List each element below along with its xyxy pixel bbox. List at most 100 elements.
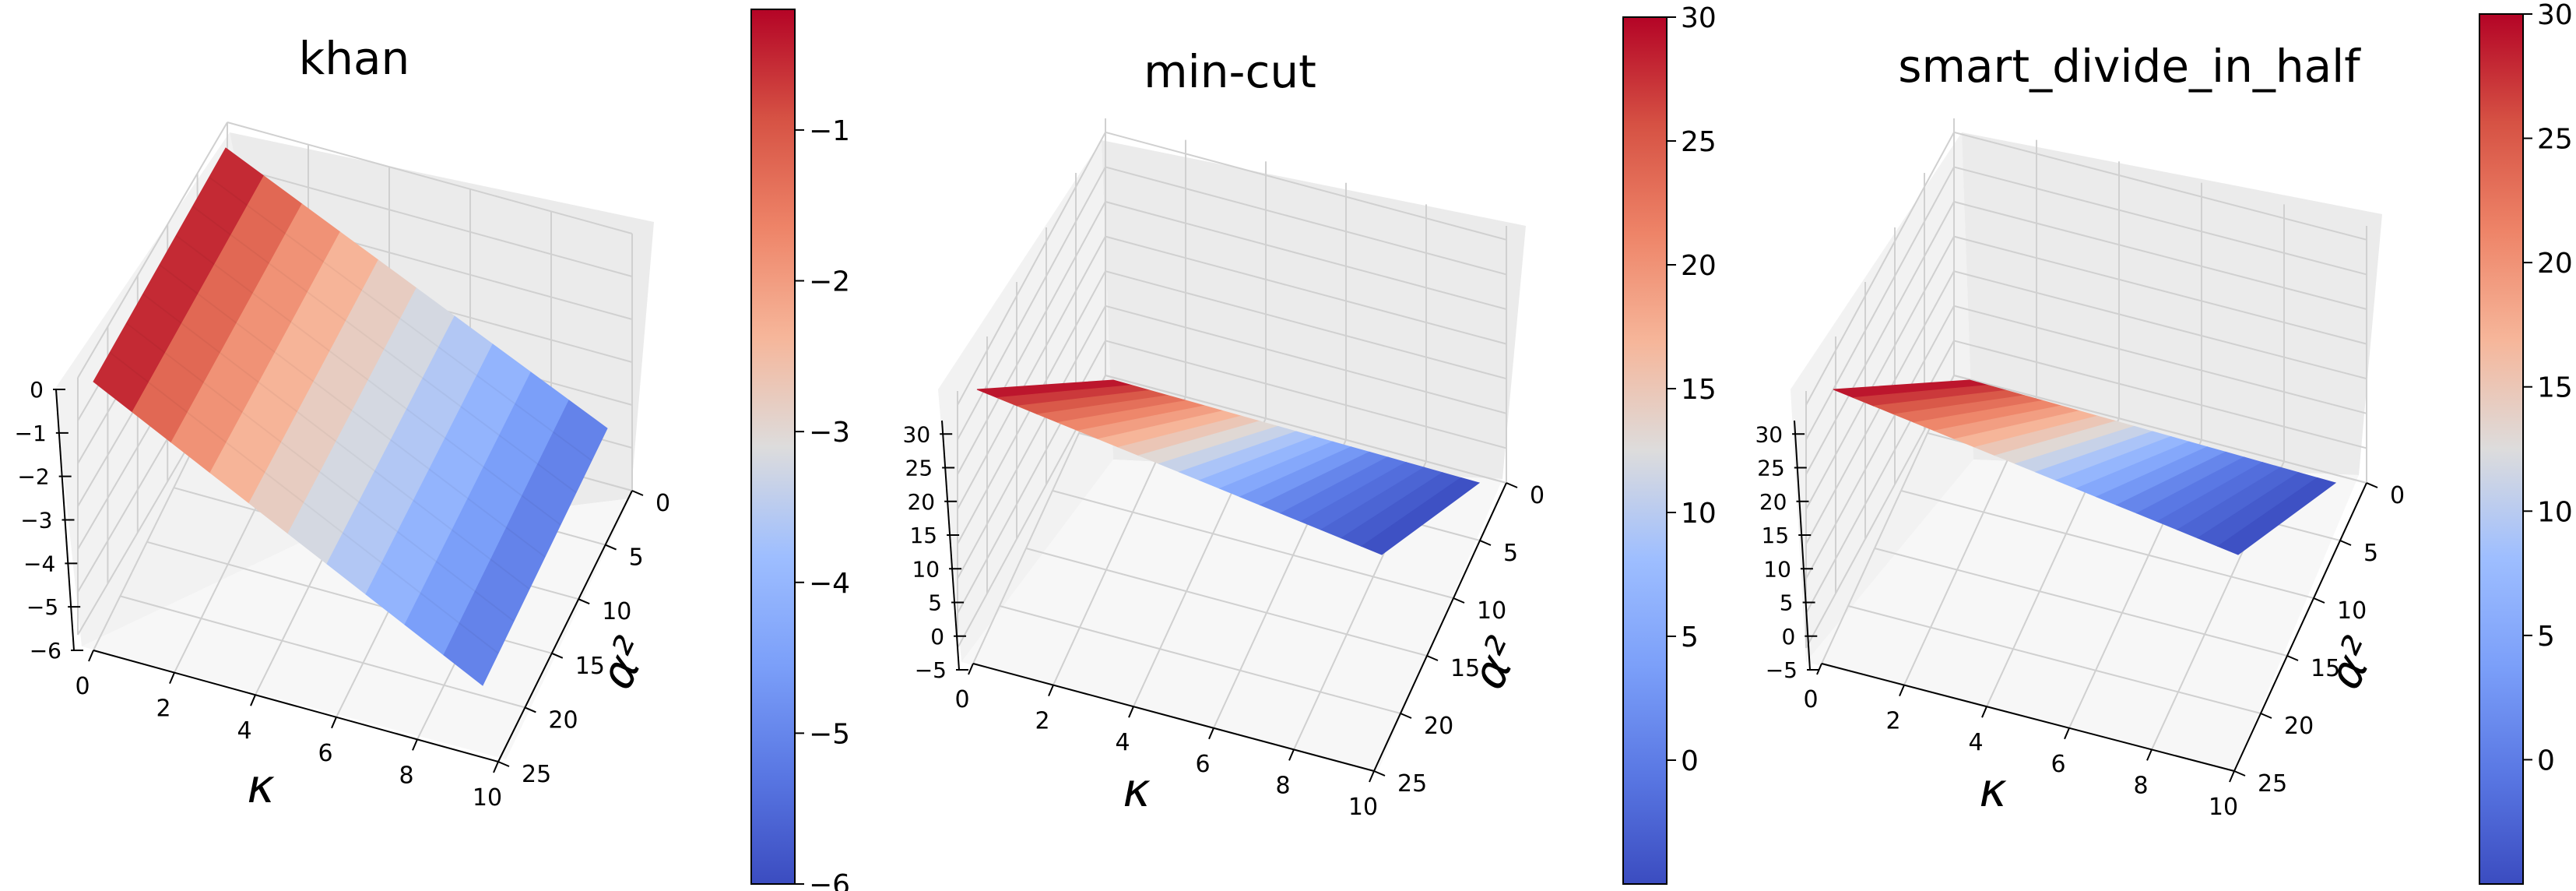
y-tick-mark <box>551 652 564 659</box>
x-tick-mark <box>1208 727 1214 740</box>
x-ticks: 0 2 4 6 8 10 <box>954 663 1378 821</box>
y-tick-mark <box>2286 655 2299 661</box>
y-tick-mark <box>1506 482 1518 488</box>
z-tick-label: −5 <box>915 657 947 683</box>
x-tick-label: 8 <box>2133 772 2148 799</box>
y-axis-line <box>497 490 633 762</box>
y-ticks: 0 5 10 15 20 25 <box>2233 482 2405 798</box>
colorbar-tick-label: 25 <box>1681 126 1717 158</box>
colorbar-tick-label: 0 <box>2537 745 2555 777</box>
y-tick-label: 20 <box>548 706 578 734</box>
y-tick-label: 15 <box>575 653 605 680</box>
z-tick-label: −5 <box>1766 657 1798 683</box>
z-axis-line <box>1794 420 1811 671</box>
x-tick-mark <box>2229 770 2235 783</box>
z-tick-label: 25 <box>1757 456 1785 481</box>
x-tick-label: 10 <box>2209 794 2238 821</box>
x-tick-mark <box>1369 770 1375 783</box>
colorbar-tick-label: −4 <box>809 568 850 600</box>
y-tick-label: 10 <box>2337 597 2367 625</box>
x-tick-label: 0 <box>954 686 969 713</box>
y-tick-label: 10 <box>602 598 631 625</box>
y-tick-label: 5 <box>629 544 644 572</box>
z-tick-label: 15 <box>1762 523 1790 548</box>
z-tick-label: 30 <box>903 421 931 447</box>
x-tick-label: 10 <box>1348 794 1378 821</box>
z-tick-label: 0 <box>1781 624 1795 650</box>
z-ticks: 30 25 20 15 10 5 0 −5 <box>903 421 968 683</box>
z-tick-label: 30 <box>1755 421 1783 447</box>
z-tick-label: −1 <box>15 421 47 446</box>
colorbar-tick-label: 30 <box>1681 2 1717 34</box>
surface <box>93 147 608 686</box>
surface <box>1833 379 2337 555</box>
z-tick-label: 5 <box>928 590 942 616</box>
y-tick-mark <box>1373 770 1386 777</box>
z-tick-label: 10 <box>1763 556 1791 582</box>
y-tick-mark <box>605 544 617 551</box>
colorbar-tick-label: −5 <box>809 718 850 750</box>
x-axis-label: κ <box>1123 763 1151 818</box>
y-tick-label: 0 <box>655 490 670 517</box>
colorbar-tick-label: 30 <box>2537 0 2573 31</box>
chart-title: min-cut <box>1144 45 1316 98</box>
y-tick-mark <box>1453 597 1465 604</box>
y-tick-label: 20 <box>2284 713 2314 740</box>
y-tick-mark <box>525 706 536 713</box>
z-tick-label: −3 <box>20 508 52 534</box>
colorbar-tick-label: 5 <box>2537 621 2555 653</box>
x-tick-mark <box>2064 727 2070 740</box>
x-tick-label: 2 <box>1885 708 1900 735</box>
colorbar-ticks: 30 25 20 15 10 5 0 <box>1667 2 1717 777</box>
y-tick-label: 5 <box>1503 540 1518 567</box>
colorbar-tick-label: 25 <box>2537 124 2573 156</box>
colorbar-tick-label: 10 <box>1681 498 1717 530</box>
colorbar-ticks: 30 25 20 15 10 5 0 <box>2523 0 2573 777</box>
x-tick-mark <box>968 663 974 675</box>
surface-patch <box>443 400 608 686</box>
z-tick-label: 20 <box>907 489 935 515</box>
x-ticks: 0 2 4 6 8 10 <box>1803 663 2238 821</box>
y-tick-mark <box>2366 482 2378 488</box>
surface <box>976 379 1481 555</box>
y-tick-label: 10 <box>1477 597 1506 625</box>
y-tick-mark <box>2260 713 2272 719</box>
x-tick-mark <box>1128 706 1134 718</box>
x-axis-line <box>93 650 499 762</box>
colorbar-tick-label: −3 <box>809 417 850 449</box>
x-tick-label: 0 <box>75 673 90 700</box>
x-tick-label: 8 <box>1275 772 1290 799</box>
z-tick-label: −4 <box>23 551 55 576</box>
z-tick-label: 0 <box>930 624 944 650</box>
x-tick-label: 4 <box>237 717 251 745</box>
y-tick-mark <box>1479 540 1492 546</box>
subplot-min-cut: min-cut 30 25 20 15 10 5 0 −5 0 2 4 6 8 10 κ 0 5 10 15 2… <box>903 2 1717 885</box>
y-axis-label: α² <box>1461 629 1531 697</box>
x-tick-label: 2 <box>1035 708 1049 735</box>
x-tick-mark <box>88 650 94 662</box>
x-tick-mark <box>1899 685 1905 696</box>
x-tick-label: 0 <box>1803 686 1818 713</box>
x-tick-mark <box>1288 749 1295 761</box>
z-tick-label: 15 <box>909 523 937 548</box>
z-tick-label: −2 <box>17 464 49 490</box>
x-ticks: 0 2 4 6 8 10 <box>75 650 502 812</box>
back-wall-right <box>1102 140 1526 479</box>
y-tick-mark <box>2313 597 2325 604</box>
colorbar-tick-label: 20 <box>1681 250 1717 282</box>
y-axis-label: α² <box>589 629 659 697</box>
colorbar-ticks: −1 −2 −3 −4 −5 −6 <box>795 115 850 891</box>
z-tick-label: 10 <box>912 556 940 582</box>
x-tick-label: 10 <box>473 784 502 812</box>
y-tick-mark <box>631 490 644 496</box>
y-tick-label: 0 <box>2390 482 2405 509</box>
y-tick-mark <box>497 761 510 767</box>
x-axis-line <box>972 663 1375 772</box>
colorbar <box>750 9 796 885</box>
z-ticks: 0 −1 −2 −3 −4 −5 −6 <box>15 377 83 664</box>
x-tick-mark <box>493 761 499 773</box>
x-tick-label: 6 <box>2051 751 2065 778</box>
